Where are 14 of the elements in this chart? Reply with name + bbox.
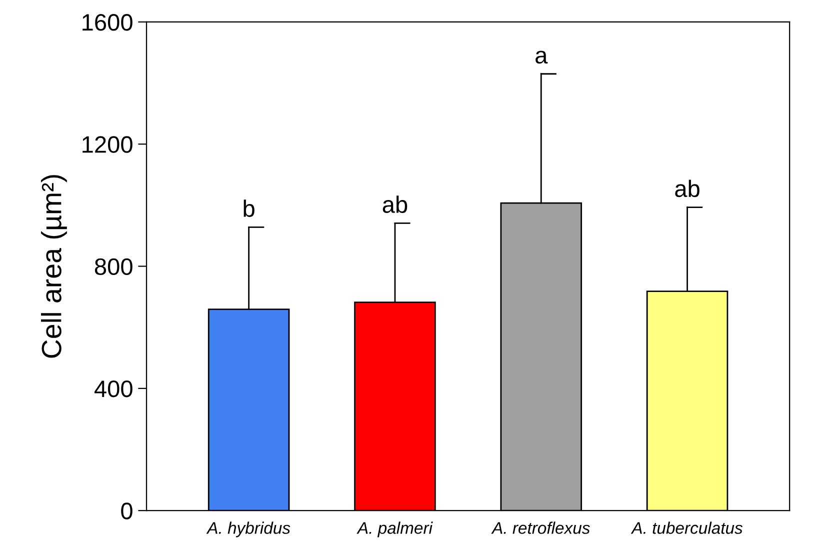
x-tick-label: A. retroflexus bbox=[491, 522, 590, 534]
annotation: ab bbox=[675, 180, 700, 198]
y-tick-label: 1600 bbox=[82, 14, 132, 31]
x-tick-label: A. tuberculatus bbox=[630, 522, 743, 534]
annotation: ab bbox=[382, 196, 408, 213]
y-tick-label: 0 bbox=[121, 502, 132, 520]
annotation: b bbox=[244, 200, 254, 217]
x-tick-label: A. palmeri bbox=[356, 522, 433, 538]
y-axis-title: Cell area (µm²) bbox=[41, 175, 67, 358]
y-tick-label: 1200 bbox=[82, 136, 132, 153]
y-tick-label: 400 bbox=[94, 380, 132, 398]
annotation: a bbox=[536, 50, 548, 64]
x-tick-label: A. hybridus bbox=[206, 522, 290, 538]
y-tick-label: 800 bbox=[94, 258, 132, 276]
